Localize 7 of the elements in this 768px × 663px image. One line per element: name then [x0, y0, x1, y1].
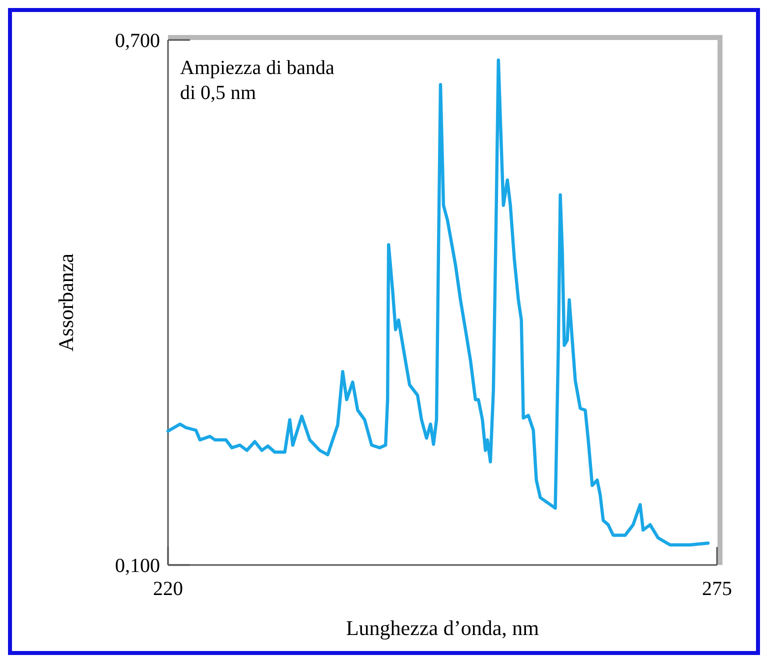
- x-tick-label: 220: [153, 578, 183, 600]
- x-tick-label: 275: [702, 578, 732, 600]
- y-tick-label: 0,700: [115, 30, 160, 52]
- y-tick-label: 0,100: [115, 555, 160, 577]
- y-axis-title: Assorbanza: [54, 252, 78, 352]
- annotation: Ampiezza di banda di 0,5 nm: [180, 57, 334, 104]
- x-axis-title: Lunghezza d’onda, nm: [346, 616, 540, 640]
